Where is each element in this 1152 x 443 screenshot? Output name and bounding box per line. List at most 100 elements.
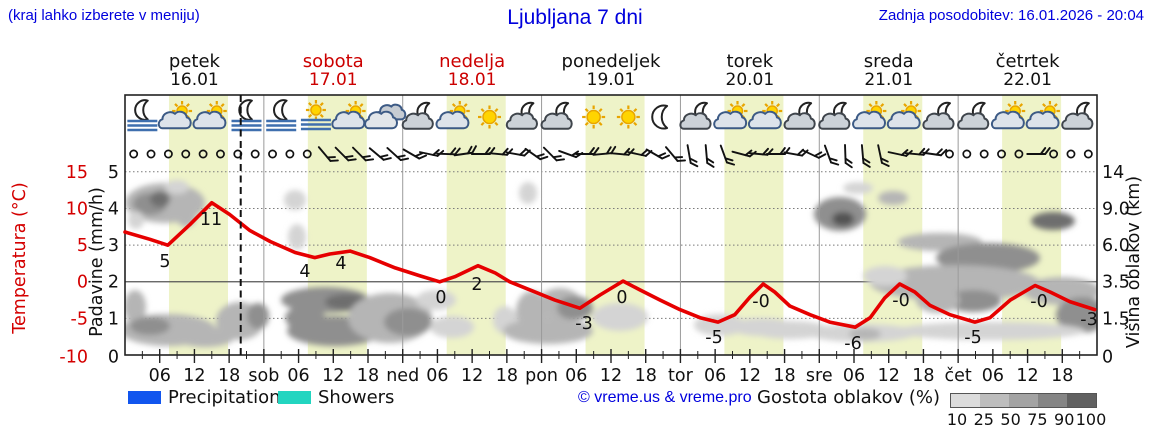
day-header: sreda 21.01	[819, 52, 958, 90]
barb-staff	[823, 144, 832, 164]
temperature-tick-label: 10	[66, 199, 88, 219]
cloud-height-tick-label: 6.0	[1102, 236, 1130, 256]
barb-feather	[432, 149, 440, 156]
daylight-band	[168, 95, 228, 355]
barb-feather	[676, 159, 686, 162]
wind-barb-icon	[402, 148, 428, 160]
barb-feather	[418, 154, 428, 160]
barb-staff	[922, 151, 942, 157]
sun-cloud-icon	[992, 101, 1026, 128]
barb-feather	[605, 146, 612, 155]
cloud-density-blob	[130, 317, 170, 335]
density-scale-segment	[951, 394, 980, 407]
barb-feather	[449, 147, 457, 156]
cloud-density-blob	[125, 290, 146, 324]
sun-ray	[914, 103, 919, 108]
wind-barb-icon	[823, 144, 840, 166]
cloud-density-blob	[165, 180, 189, 194]
wind-barb-icon	[645, 148, 671, 160]
barb-feather	[725, 161, 736, 166]
barb-feather	[361, 155, 371, 159]
x-axis-label: 18	[912, 366, 934, 386]
moon-cloud-icon	[507, 103, 537, 129]
density-scale-label: 10	[946, 410, 968, 429]
cloud-density-blob	[503, 318, 593, 344]
calm-wind-icon	[962, 149, 972, 159]
x-axis-label: tor	[668, 366, 694, 386]
barb-staff	[368, 147, 385, 161]
x-axis-label: 06	[149, 366, 171, 386]
precipitation-tick-label: 1	[108, 309, 119, 329]
sun-ray	[598, 108, 603, 113]
barb-feather	[779, 147, 786, 155]
temp-value-label: 11	[200, 210, 222, 230]
day-date: 22.01	[1003, 70, 1052, 90]
precipitation-tick-label: 3	[108, 236, 119, 256]
density-scale-segment	[980, 394, 1009, 407]
temp-value-label: -5	[705, 328, 722, 348]
density-scale-label: 90	[1054, 410, 1075, 429]
day-header: ponedeljek 19.01	[542, 52, 681, 90]
barb-feather	[588, 147, 595, 155]
barb-staff	[748, 152, 769, 156]
sun-ray	[584, 108, 589, 113]
cloud-density-blob	[895, 322, 1085, 340]
temperature-tick-label: -10	[59, 348, 88, 368]
cloud-part	[714, 112, 746, 129]
sun-ray	[319, 102, 324, 107]
precipitation-swatch	[128, 391, 161, 404]
x-axis-label: čet	[945, 366, 972, 386]
x-axis-label: 12	[183, 366, 205, 386]
cloud-density-blob	[945, 290, 1001, 312]
moon-fog-icon	[127, 100, 158, 132]
density-scale-label: 50	[1000, 410, 1021, 429]
sun-ray	[880, 103, 885, 108]
x-axis-label: 12	[1016, 366, 1038, 386]
sun-ray	[480, 121, 485, 126]
sun-ray	[1019, 103, 1024, 108]
calm-wind-icon	[146, 149, 156, 159]
moon-cloud-icon	[542, 103, 572, 129]
barb-staff	[402, 148, 421, 160]
day-name: sreda	[863, 51, 914, 72]
calm-wind-icon	[268, 149, 277, 159]
barb-feather	[466, 145, 473, 155]
wind-barb-icon	[592, 145, 617, 156]
density-scale-label: 75	[1027, 410, 1048, 429]
calm-wind-icon	[181, 149, 191, 159]
sun-part	[582, 105, 606, 129]
barb-feather	[593, 147, 600, 155]
barb-staff	[731, 150, 751, 158]
moon-cloud-icon	[819, 103, 849, 129]
precipitation-tick-label: 0	[108, 348, 119, 368]
sun-cloud-icon	[853, 101, 887, 128]
barb-staff	[887, 151, 908, 157]
cloud-part	[193, 112, 225, 129]
daylight-band	[724, 95, 784, 355]
wind-barb-icon	[488, 147, 514, 156]
wind-barb-icon	[558, 149, 584, 159]
calm-wind-icon	[979, 149, 989, 159]
barb-feather	[706, 162, 715, 168]
wind-barb-icon	[436, 147, 461, 156]
barb-feather	[940, 148, 948, 157]
barb-feather	[454, 147, 461, 156]
calm-wind-icon	[1083, 149, 1093, 159]
x-axis-label: 18	[773, 366, 795, 386]
x-axis-label: 06	[704, 366, 726, 386]
wind-barb-icon	[1026, 147, 1051, 155]
barb-feather	[640, 149, 649, 156]
moon-cloud-icon	[958, 103, 988, 129]
sun-ray	[308, 102, 313, 107]
temp-value-label: 0	[616, 288, 627, 308]
cloud-density-blob	[832, 212, 854, 226]
calm-wind-icon	[997, 149, 1006, 159]
cloud-density-blob	[288, 224, 306, 250]
cloud-density-blob	[430, 316, 474, 338]
day-name: sobota	[302, 51, 364, 72]
cloud-density-blob	[843, 182, 873, 194]
cloud-density-blob	[284, 190, 306, 210]
copyright-link[interactable]: © vreme.us & vreme.pro	[578, 389, 752, 406]
barb-feather	[610, 145, 617, 155]
